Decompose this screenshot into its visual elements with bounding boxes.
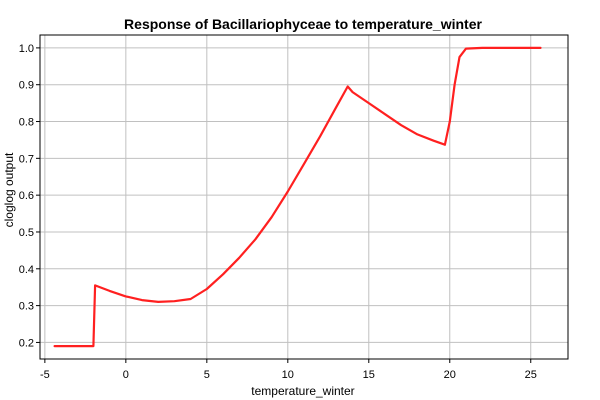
x-axis-label: temperature_winter [251, 384, 354, 398]
y-tick-label: 0.4 [19, 264, 34, 276]
x-tick-label: -5 [40, 369, 50, 381]
y-tick-label: 0.6 [19, 190, 34, 202]
x-tick-label: 0 [123, 369, 129, 381]
series-layer [53, 46, 542, 348]
x-tick-label: 20 [444, 369, 456, 381]
y-tick-label: 0.5 [19, 227, 34, 239]
x-tick-label: 25 [525, 369, 537, 381]
axis-ticks: -5 0 5 10 15 20 25 0.2 0.3 0.4 0.5 0.6 0.7 0.8 0.9 1.0 [19, 43, 537, 381]
y-tick-label: 0.3 [19, 301, 34, 313]
y-tick-label: 0.2 [19, 337, 34, 349]
x-tick-label: 5 [204, 369, 210, 381]
x-tick-label: 10 [282, 369, 294, 381]
chart-title: Response of Bacillariophyceae to tempera… [124, 16, 482, 32]
grid [40, 35, 568, 359]
y-tick-label: 0.8 [19, 117, 34, 129]
y-tick-label: 0.9 [19, 80, 34, 92]
series-line [53, 46, 542, 348]
y-axis-label: cloglog output [2, 152, 16, 227]
plot-area [39, 34, 569, 360]
y-tick-label: 0.7 [19, 153, 34, 165]
x-tick-label: 15 [363, 369, 375, 381]
y-tick-label: 1.0 [19, 43, 34, 55]
